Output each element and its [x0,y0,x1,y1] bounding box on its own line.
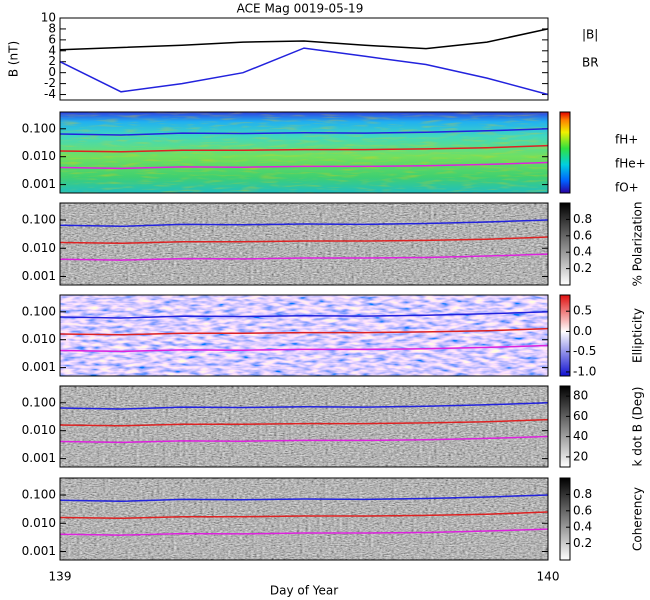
y-tick-label: 0 [48,65,56,79]
series-line [59,28,549,51]
y-tick-label: 2 [48,54,56,68]
plot-frame [59,294,549,377]
x-axis-label: Day of Year [270,584,338,598]
colorbar-tick-label: 0.8 [573,487,592,501]
spectrogram-texture [60,112,548,193]
colorbar-tick-label: -0.5 [573,344,596,358]
y-tick-label: -4 [44,87,56,101]
y-tick-label: 0.010 [22,332,56,346]
chart-title: ACE Mag 0019-05-19 [237,2,364,16]
colorbar-label: Ellipticity [631,308,645,363]
series-line [59,219,549,228]
y-tick-label: 0.100 [22,304,56,318]
plot-frame [59,202,549,286]
legend-entry: fO+ [615,181,639,195]
y-tick-label: 0.001 [22,360,56,374]
y-tick-label: 0.100 [22,121,56,135]
series-line [59,402,549,410]
legend-entry: fH+ [615,133,638,147]
series-line [59,161,549,170]
y-tick-label: 0.010 [22,423,56,437]
series-line [59,327,549,336]
y-tick-label: 0.100 [22,395,56,409]
plot-frame [59,477,549,561]
series-line [59,494,549,503]
y-tick-label: 0.100 [22,488,56,502]
series-line [59,236,549,245]
y-tick-label: 0.010 [22,516,56,530]
colorbar-tick-label: 0.6 [573,228,592,242]
colorbar-tick-label: 40 [573,429,588,443]
series-line [59,47,549,96]
colorbar [559,111,571,194]
colorbar-label: % Polarization [631,202,645,287]
series-line [59,528,549,536]
colorbar-label: Coherency [631,487,645,551]
colorbar-tick-label: 0.0 [573,324,592,338]
series-line [59,344,549,353]
colorbar [559,202,571,286]
y-tick-label: 10 [41,11,56,25]
series-line [59,128,549,136]
y-tick-label: 0.001 [22,269,56,283]
colorbar-tick-label: 20 [573,449,588,463]
x-tick-label: 139 [49,570,72,584]
spectrogram-texture [60,478,548,560]
colorbar-tick-label: 0.5 [573,304,592,318]
x-tick-label: 140 [537,570,560,584]
y-tick-label: 0.100 [22,213,56,227]
y-axis-label: B (nT) [7,41,21,77]
legend-entry: fHe+ [615,157,646,171]
colorbar [559,385,571,468]
plot-frame [59,17,549,101]
spectrogram-texture [60,386,548,467]
colorbar [559,294,571,377]
colorbar-tick-label: 0.6 [573,503,592,517]
spectrogram-texture [60,295,548,376]
plot-frame [59,385,549,468]
colorbar-tick-label: 0.4 [573,520,592,534]
y-tick-label: 0.010 [22,241,56,255]
series-line [59,418,549,427]
y-tick-label: 0.001 [22,177,56,191]
y-tick-label: 0.010 [22,149,56,163]
colorbar-tick-label: 0.8 [573,212,592,226]
colorbar-label: k dot B (Deg) [631,387,645,467]
legend-entry: BR [582,56,599,70]
series-line [59,435,549,444]
series-line [59,253,549,261]
spectrogram-texture [60,203,548,285]
colorbar-tick-label: 0.4 [573,245,592,259]
series-line [59,511,549,520]
colorbar-tick-label: 0.2 [573,536,592,550]
plot-frame [59,111,549,194]
y-tick-label: 0.001 [22,544,56,558]
y-tick-label: 6 [48,32,56,46]
y-tick-label: 4 [48,43,56,57]
y-tick-label: 0.001 [22,451,56,465]
legend-entry: |B| [582,28,598,42]
series-line [59,144,549,153]
colorbar [559,477,571,561]
colorbar-tick-label: -1.0 [573,364,596,378]
colorbar-tick-label: 60 [573,409,588,423]
colorbar-tick-label: 0.2 [573,261,592,275]
series-line [59,311,549,319]
colorbar-tick-label: 80 [573,389,588,403]
y-tick-label: 8 [48,21,56,35]
y-tick-label: -2 [44,76,56,90]
